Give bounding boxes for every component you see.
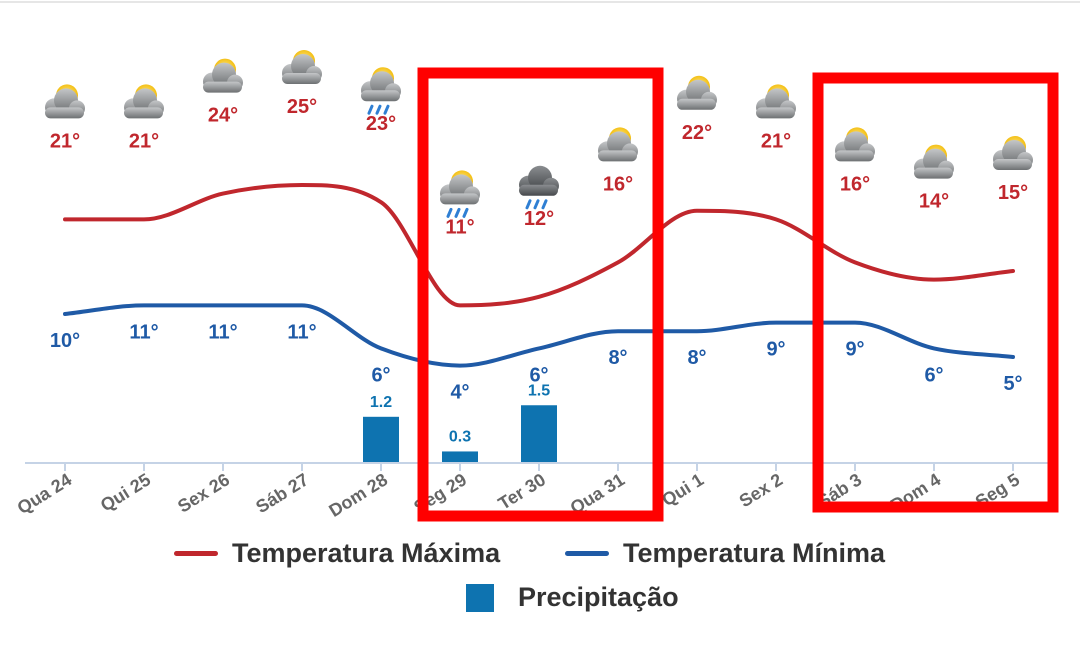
x-tick-label-1: Qui 25 bbox=[97, 469, 154, 515]
max-temp-label-4: 23° bbox=[366, 113, 396, 135]
max-temp-label-12: 15° bbox=[998, 182, 1028, 204]
max-temp-label-1: 21° bbox=[129, 130, 159, 152]
legend-max-swatch bbox=[174, 551, 218, 556]
max-temp-label-0: 21° bbox=[50, 130, 80, 152]
max-temp-label-8: 22° bbox=[682, 122, 712, 144]
min-temp-label-2: 11° bbox=[208, 321, 237, 343]
max-temp-label-9: 21° bbox=[761, 130, 791, 152]
max-temp-label-7: 16° bbox=[603, 173, 633, 195]
max-temp-label-11: 14° bbox=[919, 191, 949, 213]
min-temp-label-0: 10° bbox=[50, 330, 80, 352]
min-temp-label-3: 11° bbox=[287, 321, 316, 343]
precip-bar-6 bbox=[521, 405, 557, 463]
partly-cloudy-icon bbox=[598, 127, 638, 162]
partly-cloudy-icon bbox=[756, 84, 796, 119]
highlight-frame-1 bbox=[812, 72, 1059, 513]
max-temp-label-5: 11° bbox=[445, 216, 474, 238]
legend-max-label: Temperatura Máxima bbox=[232, 538, 501, 568]
max-temp-label-6: 12° bbox=[524, 208, 554, 230]
legend-entry-precip: Precipitação bbox=[466, 582, 679, 613]
precip-bar-5 bbox=[442, 451, 478, 463]
partly-cloudy-icon bbox=[677, 75, 717, 110]
min-temp-label-8: 8° bbox=[687, 347, 706, 369]
partly-cloudy-icon bbox=[914, 144, 954, 179]
partly-cloudy-icon bbox=[203, 58, 243, 93]
partly-cloudy-rain-icon bbox=[440, 170, 480, 218]
x-tick-label-2: Sex 26 bbox=[174, 469, 233, 516]
min-temp-line bbox=[63, 303, 1015, 368]
partly-cloudy-icon bbox=[993, 136, 1033, 170]
max-temp-label-2: 24° bbox=[208, 105, 238, 127]
max-temp-label-10: 16° bbox=[840, 173, 870, 195]
legend-precip-label: Precipitação bbox=[518, 582, 679, 612]
min-temp-label-7: 8° bbox=[608, 347, 627, 369]
partly-cloudy-icon bbox=[835, 127, 875, 162]
precip-label-4: 1.2 bbox=[370, 394, 392, 411]
min-temp-label-1: 11° bbox=[129, 321, 158, 343]
partly-cloudy-icon bbox=[124, 84, 164, 119]
x-tick-label-9: Sex 2 bbox=[736, 469, 786, 511]
precip-bar-4 bbox=[363, 416, 399, 463]
min-temp-label-12: 5° bbox=[1003, 373, 1022, 395]
min-temp-label-5: 4° bbox=[450, 382, 469, 404]
legend-min-swatch bbox=[565, 551, 609, 556]
legend-precip-swatch bbox=[466, 583, 494, 612]
rain-cloud-icon bbox=[519, 165, 559, 210]
min-temp-label-9: 9° bbox=[766, 339, 785, 361]
min-temp-label-10: 9° bbox=[845, 339, 864, 361]
legend-entry-min: Temperatura Mínima bbox=[565, 538, 885, 569]
legend-entry-max: Temperatura Máxima bbox=[174, 538, 500, 569]
precip-label-6: 1.5 bbox=[528, 382, 550, 399]
precip-label-5: 0.3 bbox=[449, 428, 471, 445]
x-tick-label-3: Sáb 27 bbox=[252, 469, 312, 517]
min-temp-label-4: 6° bbox=[371, 364, 390, 386]
min-temp-label-11: 6° bbox=[924, 364, 943, 386]
partly-cloudy-icon bbox=[282, 50, 322, 84]
partly-cloudy-icon bbox=[45, 84, 85, 119]
min-temp-label-6: 6° bbox=[529, 364, 548, 386]
x-tick-label-6: Ter 30 bbox=[495, 469, 549, 513]
legend-min-label: Temperatura Mínima bbox=[623, 538, 886, 568]
max-temp-label-3: 25° bbox=[287, 96, 317, 118]
x-tick-label-0: Qua 24 bbox=[14, 469, 76, 518]
x-tick-label-8: Qui 1 bbox=[658, 469, 707, 510]
highlight-frame-0 bbox=[417, 67, 664, 522]
partly-cloudy-rain-icon bbox=[361, 67, 401, 115]
max-temp-line bbox=[63, 182, 1015, 308]
x-tick-label-4: Dom 28 bbox=[325, 469, 391, 520]
